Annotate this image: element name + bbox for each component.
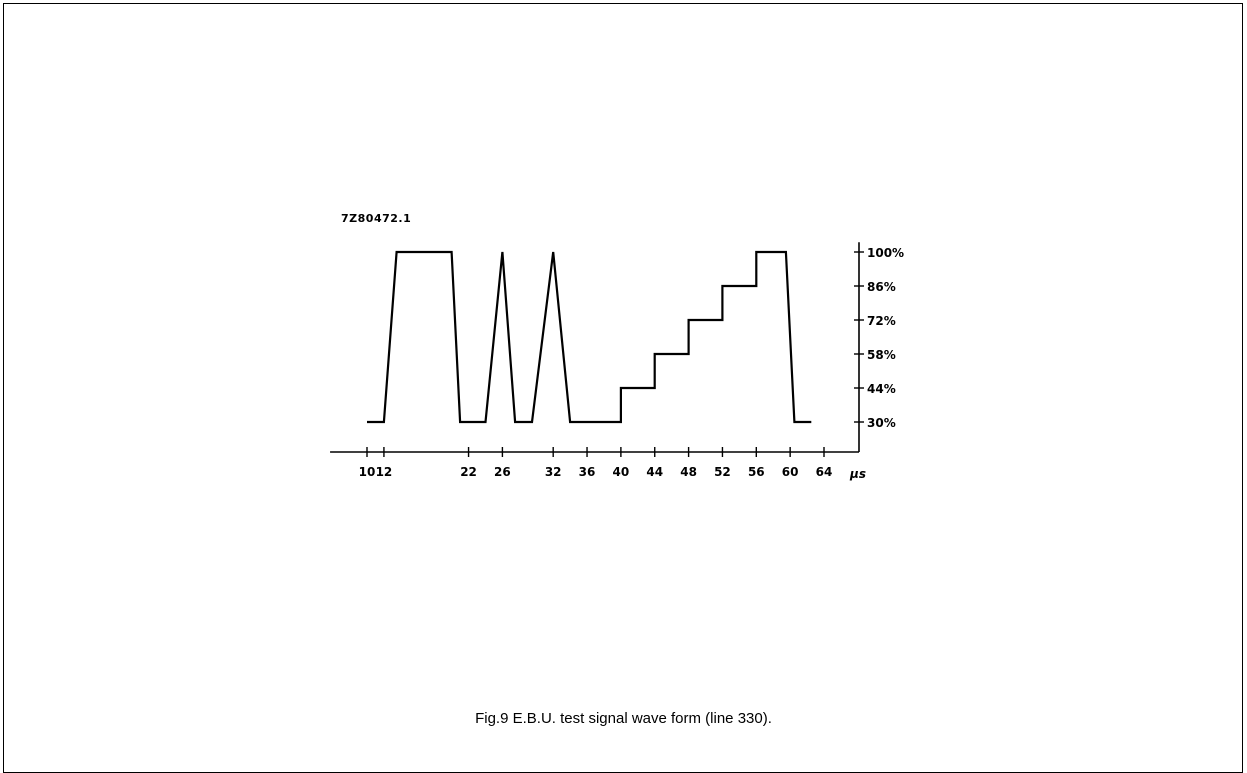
y-tick-label: 58% [867,348,896,362]
x-tick-label: 10 [359,465,376,479]
y-tick-label: 44% [867,382,896,396]
x-tick-label: 26 [494,465,511,479]
y-tick-label: 86% [867,280,896,294]
x-tick-label: 12 [376,465,393,479]
axes: 10 12 22 26 32 36 40 44 48 52 56 60 64 µs 30% 44% 58% 72%… [330,242,904,481]
figure-caption: Fig.9 E.B.U. test signal wave form (line… [475,710,772,727]
x-tick-label: 64 [816,465,833,479]
x-tick-label: 40 [613,465,630,479]
x-tick-label: 32 [545,465,562,479]
x-unit-label: µs [849,467,866,481]
x-tick-label: 52 [714,465,731,479]
y-tick-label: 30% [867,416,896,430]
waveform-series-line [367,250,812,424]
x-tick-label: 22 [460,465,477,479]
drawing-id: 7Z80472.1 [341,212,412,225]
x-tick-label: 36 [579,465,596,479]
x-tick-label: 56 [748,465,765,479]
x-tick-label: 60 [782,465,799,479]
x-tick-label: 44 [646,465,663,479]
y-tick-label: 72% [867,314,896,328]
series-layer [367,250,812,424]
y-tick-label: 100% [867,246,904,260]
x-tick-label: 48 [680,465,697,479]
